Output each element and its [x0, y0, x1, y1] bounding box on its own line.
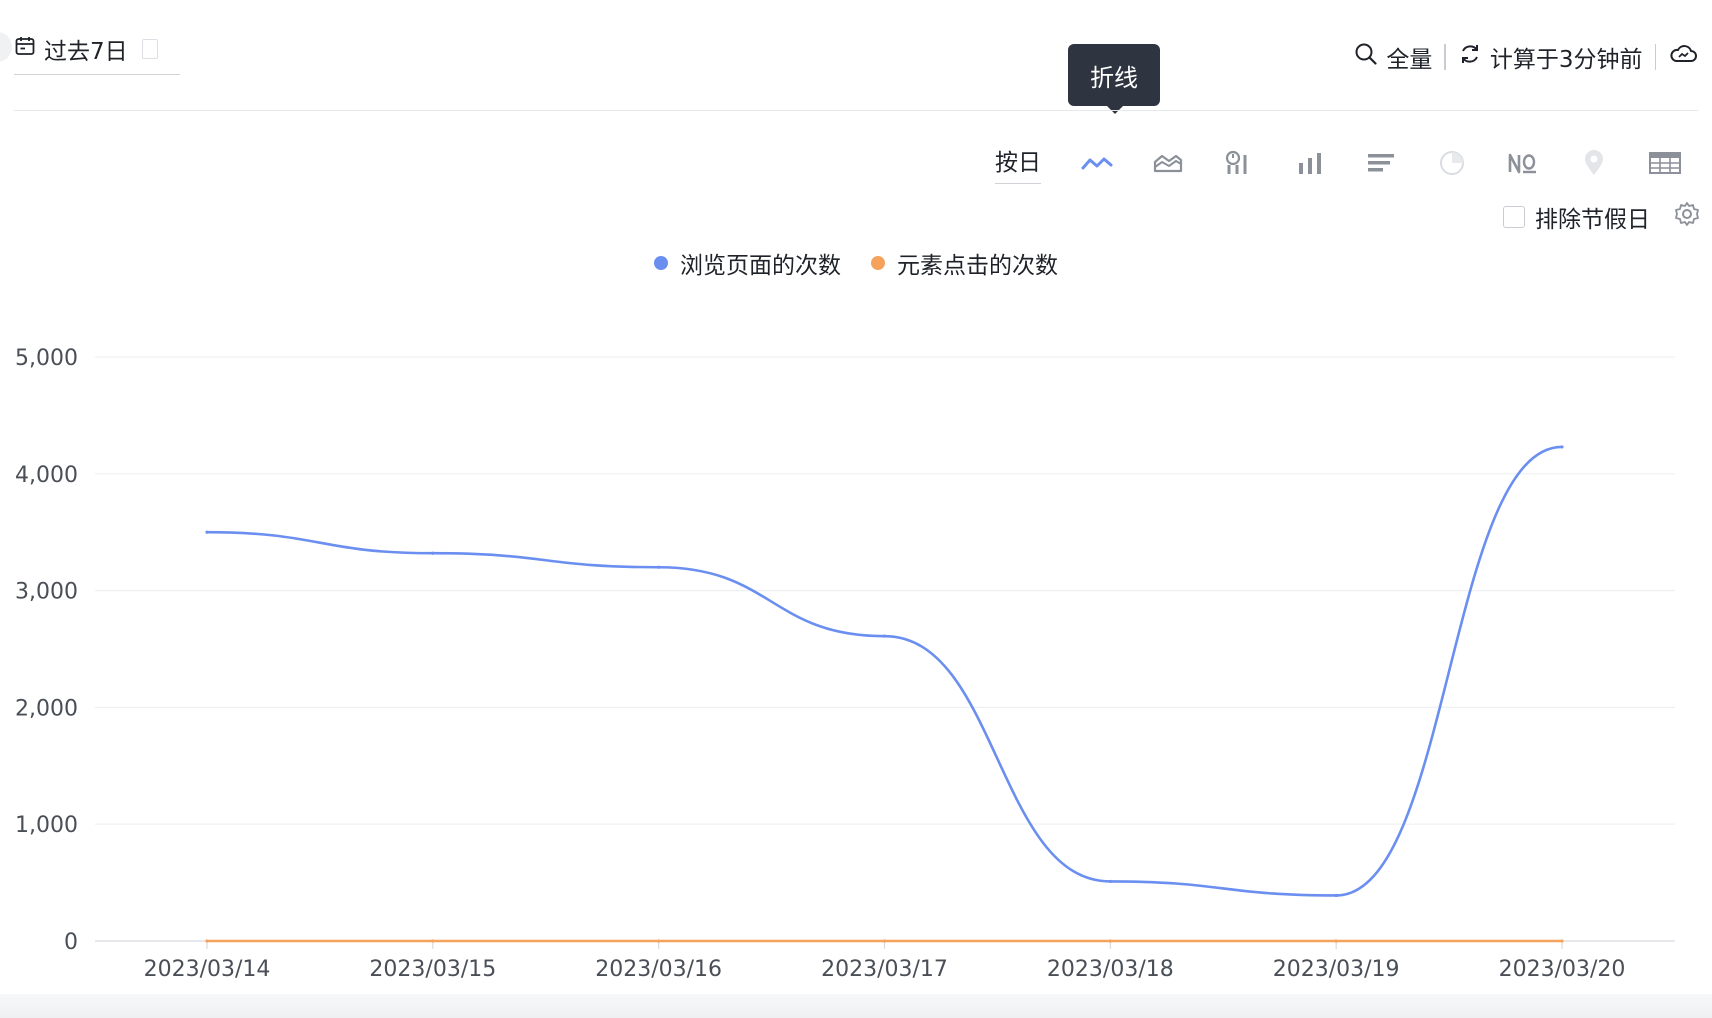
- data-point: [1108, 879, 1112, 884]
- legend-label: 浏览页面的次数: [680, 253, 841, 279]
- full-data-label: 全量: [1386, 47, 1433, 73]
- refresh-icon: [1458, 42, 1482, 72]
- line-chart-icon[interactable]: [1061, 140, 1132, 186]
- search-icon: [1354, 42, 1378, 72]
- x-tick-label: 2023/03/20: [1499, 957, 1626, 982]
- bottom-scroll-area: [0, 994, 1712, 1018]
- series-line-1: [206, 445, 1563, 897]
- calendar-icon: [14, 35, 36, 63]
- tooltip-text: 折线: [1090, 63, 1138, 92]
- map-pin-icon: [1558, 140, 1629, 186]
- data-point: [431, 551, 435, 555]
- chart-type-tooltip: 折线: [1068, 44, 1160, 114]
- exclude-holidays-option: 排除节假日: [1503, 200, 1700, 234]
- pie-chart-icon: [1416, 140, 1487, 186]
- table-icon[interactable]: [1629, 140, 1700, 186]
- y-tick-label: 5,000: [15, 346, 78, 371]
- sidebar-collapse-handle[interactable]: [0, 32, 12, 62]
- data-point: [1560, 445, 1564, 449]
- granularity-selector[interactable]: 按日: [995, 143, 1041, 184]
- legend-entry-page-views[interactable]: 浏览页面的次数: [654, 246, 841, 280]
- legend-entry-element-clicks[interactable]: 元素点击的次数: [871, 246, 1058, 280]
- cloud-icon: [1668, 42, 1698, 72]
- data-point: [1108, 939, 1112, 943]
- x-tick-label: 2023/03/15: [369, 957, 496, 982]
- compare-toggle-icon[interactable]: [141, 39, 158, 59]
- data-point: [1334, 893, 1338, 898]
- funnel-retention-icon[interactable]: [1203, 140, 1274, 186]
- x-tick-label: 2023/03/16: [595, 957, 722, 982]
- separator: [1654, 44, 1656, 70]
- y-tick-label: 0: [64, 930, 78, 955]
- x-tick-label: 2023/03/14: [144, 957, 271, 982]
- data-point: [205, 939, 209, 943]
- line-chart-svg: 0 1,000 2,000 3,000 4,000 5,000 2023/03/14 2023…: [15, 346, 1675, 982]
- data-point: [882, 634, 887, 638]
- y-tick-label: 3,000: [15, 580, 78, 605]
- number-icon[interactable]: [1487, 140, 1558, 186]
- y-tick-label: 2,000: [15, 696, 78, 721]
- separator: [1444, 44, 1446, 70]
- chart-legend: 浏览页面的次数 元素点击的次数: [0, 246, 1712, 280]
- horizontal-bar-icon[interactable]: [1345, 140, 1416, 186]
- area-chart-icon[interactable]: [1132, 140, 1203, 186]
- header-divider: [14, 110, 1698, 111]
- date-range-picker[interactable]: 过去7日: [14, 24, 180, 75]
- data-point: [657, 565, 661, 569]
- bar-chart-icon[interactable]: [1274, 140, 1345, 186]
- exclude-holidays-checkbox[interactable]: [1503, 206, 1525, 228]
- computed-time-label: 计算于3分钟前: [1489, 47, 1643, 73]
- settings-gear-icon[interactable]: [1674, 201, 1700, 233]
- data-point: [1334, 939, 1338, 943]
- x-tick-label: 2023/03/18: [1047, 957, 1174, 982]
- cloud-sync-button[interactable]: [1668, 42, 1698, 72]
- data-point: [431, 939, 435, 943]
- exclude-holidays-label: 排除节假日: [1535, 207, 1650, 233]
- legend-dot: [654, 256, 668, 270]
- x-tick-label: 2023/03/19: [1273, 957, 1400, 982]
- legend-label: 元素点击的次数: [897, 253, 1058, 279]
- legend-dot: [871, 256, 885, 270]
- data-point: [657, 939, 661, 943]
- header-actions: 全量 计算于3分钟前: [1354, 40, 1698, 74]
- refresh-button[interactable]: 计算于3分钟前: [1458, 40, 1643, 74]
- y-tick-label: 1,000: [15, 813, 78, 838]
- chart-toolbar: 按日: [995, 140, 1700, 186]
- x-tick-label: 2023/03/17: [821, 957, 948, 982]
- data-point: [1560, 939, 1564, 943]
- data-point: [205, 530, 209, 534]
- date-range-label: 过去7日: [44, 39, 128, 65]
- y-tick-label: 4,000: [15, 463, 78, 488]
- full-data-button[interactable]: 全量: [1354, 40, 1432, 74]
- line-chart: 0 1,000 2,000 3,000 4,000 5,000 2023/03/14 2023…: [0, 300, 1712, 1000]
- data-point: [882, 939, 887, 943]
